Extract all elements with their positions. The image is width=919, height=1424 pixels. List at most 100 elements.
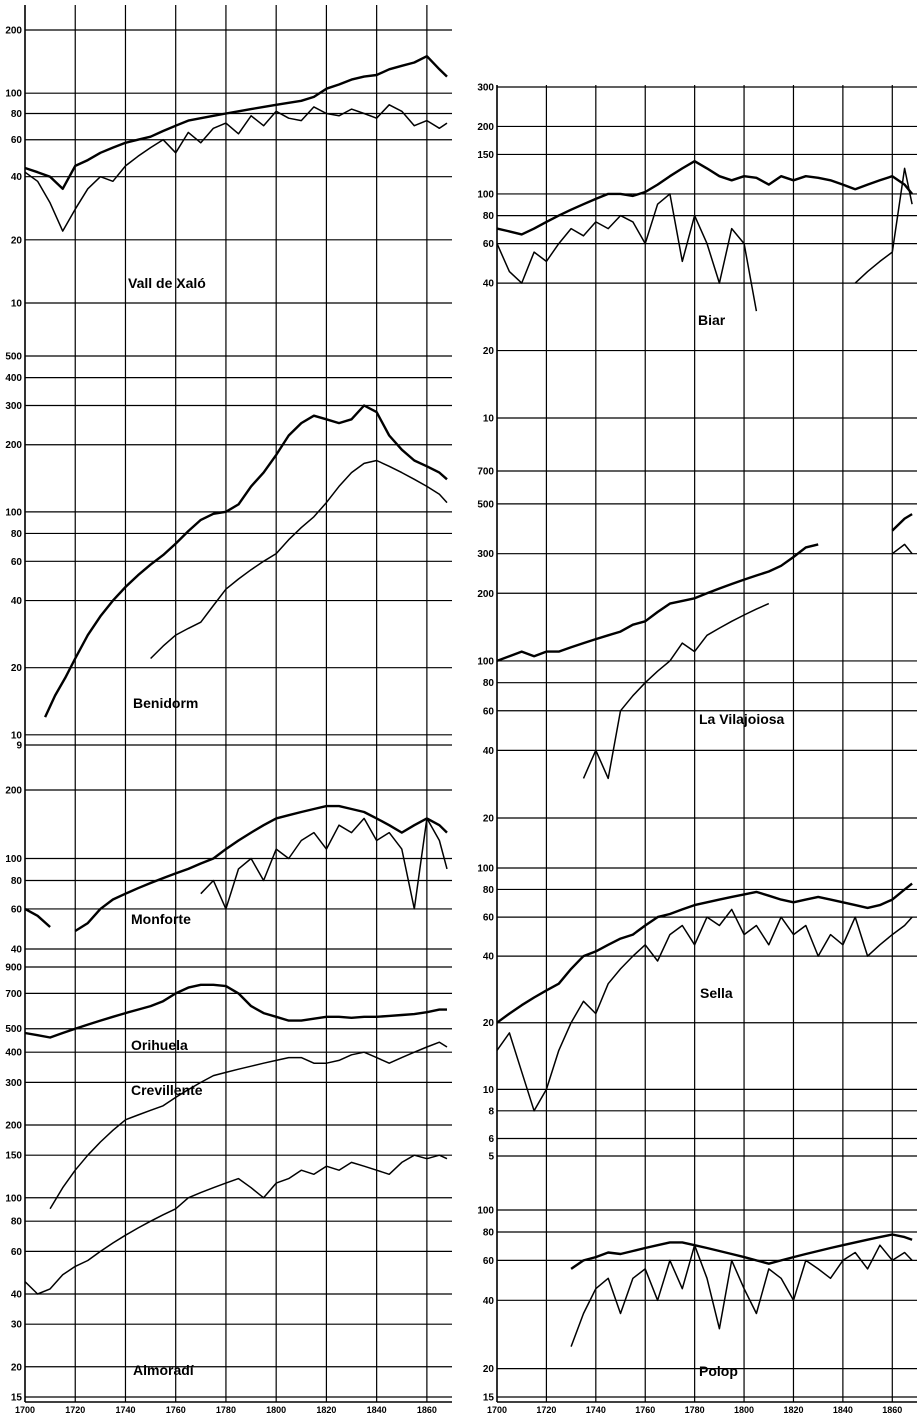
y-tick-label: 100 [477, 656, 494, 667]
x-tick-label: 1740 [115, 1405, 135, 1415]
y-tick-label: 200 [5, 26, 22, 37]
series-line-s0 [496, 160, 914, 236]
x-tick-label: 1700 [15, 1405, 35, 1415]
y-tick-label: 80 [483, 678, 495, 689]
y-tick-label: 100 [5, 507, 22, 518]
chart-title: Biar [698, 312, 726, 328]
series-line-s1 [150, 459, 448, 660]
y-tick-label: 60 [483, 913, 495, 924]
y-tick-label: 20 [11, 1362, 23, 1373]
series-line-s0 [24, 55, 448, 190]
y-tick-label: 40 [483, 279, 495, 290]
y-tick-label: 500 [5, 1024, 22, 1035]
chart-title: Vall de Xaló [128, 275, 206, 291]
y-tick-label: 400 [5, 373, 22, 384]
y-tick-label: 200 [5, 786, 22, 797]
y-tick-label: 300 [5, 1078, 22, 1089]
series-label: Orihuela [131, 1037, 188, 1053]
y-tick-label: 300 [477, 83, 494, 94]
y-tick-label: 100 [5, 854, 22, 865]
series-line-s1 [200, 817, 448, 910]
series-line-crevillente [49, 1041, 448, 1210]
chart-title: Polop [699, 1363, 738, 1379]
y-tick-label: 80 [483, 1227, 495, 1238]
y-tick-label: 10 [483, 414, 495, 425]
y-tick-label: 10 [483, 1085, 495, 1096]
x-tick-label: 1860 [882, 1405, 902, 1415]
series-line-s0 [570, 1233, 913, 1270]
y-tick-label: 10 [11, 299, 23, 310]
y-tick-label: 60 [483, 239, 495, 250]
y-tick-label: 15 [483, 1393, 495, 1404]
y-tick-label: 80 [11, 529, 23, 540]
y-tick-label: 20 [483, 814, 495, 825]
x-tick-label: 1820 [316, 1405, 336, 1415]
series-line-s0 [496, 882, 913, 1024]
series-line-s1 [582, 543, 913, 780]
y-tick-label: 40 [483, 1296, 495, 1307]
y-tick-label: 150 [477, 150, 494, 161]
y-tick-label: 60 [11, 1247, 23, 1258]
y-tick-label: 20 [11, 663, 23, 674]
chart-title: Monforte [131, 911, 191, 927]
series-line-orihuela [24, 983, 447, 1039]
series-line-s1 [570, 1244, 913, 1347]
y-tick-label: 5 [488, 1152, 494, 1163]
y-tick-label: 400 [5, 1048, 22, 1059]
y-tick-label: 500 [5, 352, 22, 363]
series-line-s1 [496, 167, 913, 312]
chart-title: Benidorm [133, 695, 198, 711]
y-tick-label: 80 [11, 1217, 23, 1228]
x-tick-label: 1800 [266, 1405, 286, 1415]
y-tick-label: 60 [11, 557, 23, 568]
y-tick-label: 20 [11, 235, 23, 246]
y-tick-label: 9 [16, 741, 22, 752]
y-tick-label: 500 [477, 499, 494, 510]
y-tick-label: 700 [477, 467, 494, 478]
y-tick-label: 80 [11, 109, 23, 120]
y-tick-label: 6 [488, 1134, 494, 1145]
y-tick-label: 100 [5, 1193, 22, 1204]
y-tick-label: 60 [11, 135, 23, 146]
x-tick-label: 1780 [685, 1405, 705, 1415]
y-tick-label: 300 [477, 549, 494, 560]
y-tick-label: 8 [488, 1106, 494, 1117]
y-tick-label: 200 [5, 440, 22, 451]
chart-title: La Vilajoiosa [699, 711, 785, 727]
y-tick-label: 100 [477, 1206, 494, 1217]
y-tick-label: 40 [11, 945, 23, 956]
y-tick-label: 150 [5, 1151, 22, 1162]
x-tick-label: 1860 [417, 1405, 437, 1415]
y-tick-label: 200 [477, 122, 494, 133]
y-tick-label: 60 [11, 904, 23, 915]
series-line-s0 [24, 804, 448, 933]
x-tick-label: 1740 [586, 1405, 606, 1415]
series-label: Crevillente [131, 1082, 203, 1098]
chart-title: Sella [700, 985, 733, 1001]
x-tick-label: 1720 [536, 1405, 556, 1415]
x-tick-label: 1840 [367, 1405, 387, 1415]
y-tick-label: 40 [483, 746, 495, 757]
y-tick-label: 15 [11, 1393, 23, 1404]
y-tick-label: 200 [5, 1120, 22, 1131]
y-tick-label: 100 [5, 89, 22, 100]
y-tick-label: 40 [483, 952, 495, 963]
y-tick-label: 40 [11, 172, 23, 183]
x-tick-label: 1820 [783, 1405, 803, 1415]
y-tick-label: 20 [483, 346, 495, 357]
series-label: Almoradí [133, 1362, 195, 1378]
series-line-s0 [496, 513, 913, 663]
y-tick-label: 40 [11, 1289, 23, 1300]
series-line-s0 [44, 404, 448, 718]
y-tick-label: 200 [477, 589, 494, 600]
y-tick-label: 700 [5, 989, 22, 1000]
y-tick-label: 10 [11, 730, 23, 741]
y-tick-label: 80 [483, 211, 495, 222]
y-tick-label: 900 [5, 963, 22, 974]
series-line-s1 [24, 104, 448, 232]
x-tick-label: 1780 [216, 1405, 236, 1415]
x-tick-label: 1840 [833, 1405, 853, 1415]
x-tick-label: 1720 [65, 1405, 85, 1415]
